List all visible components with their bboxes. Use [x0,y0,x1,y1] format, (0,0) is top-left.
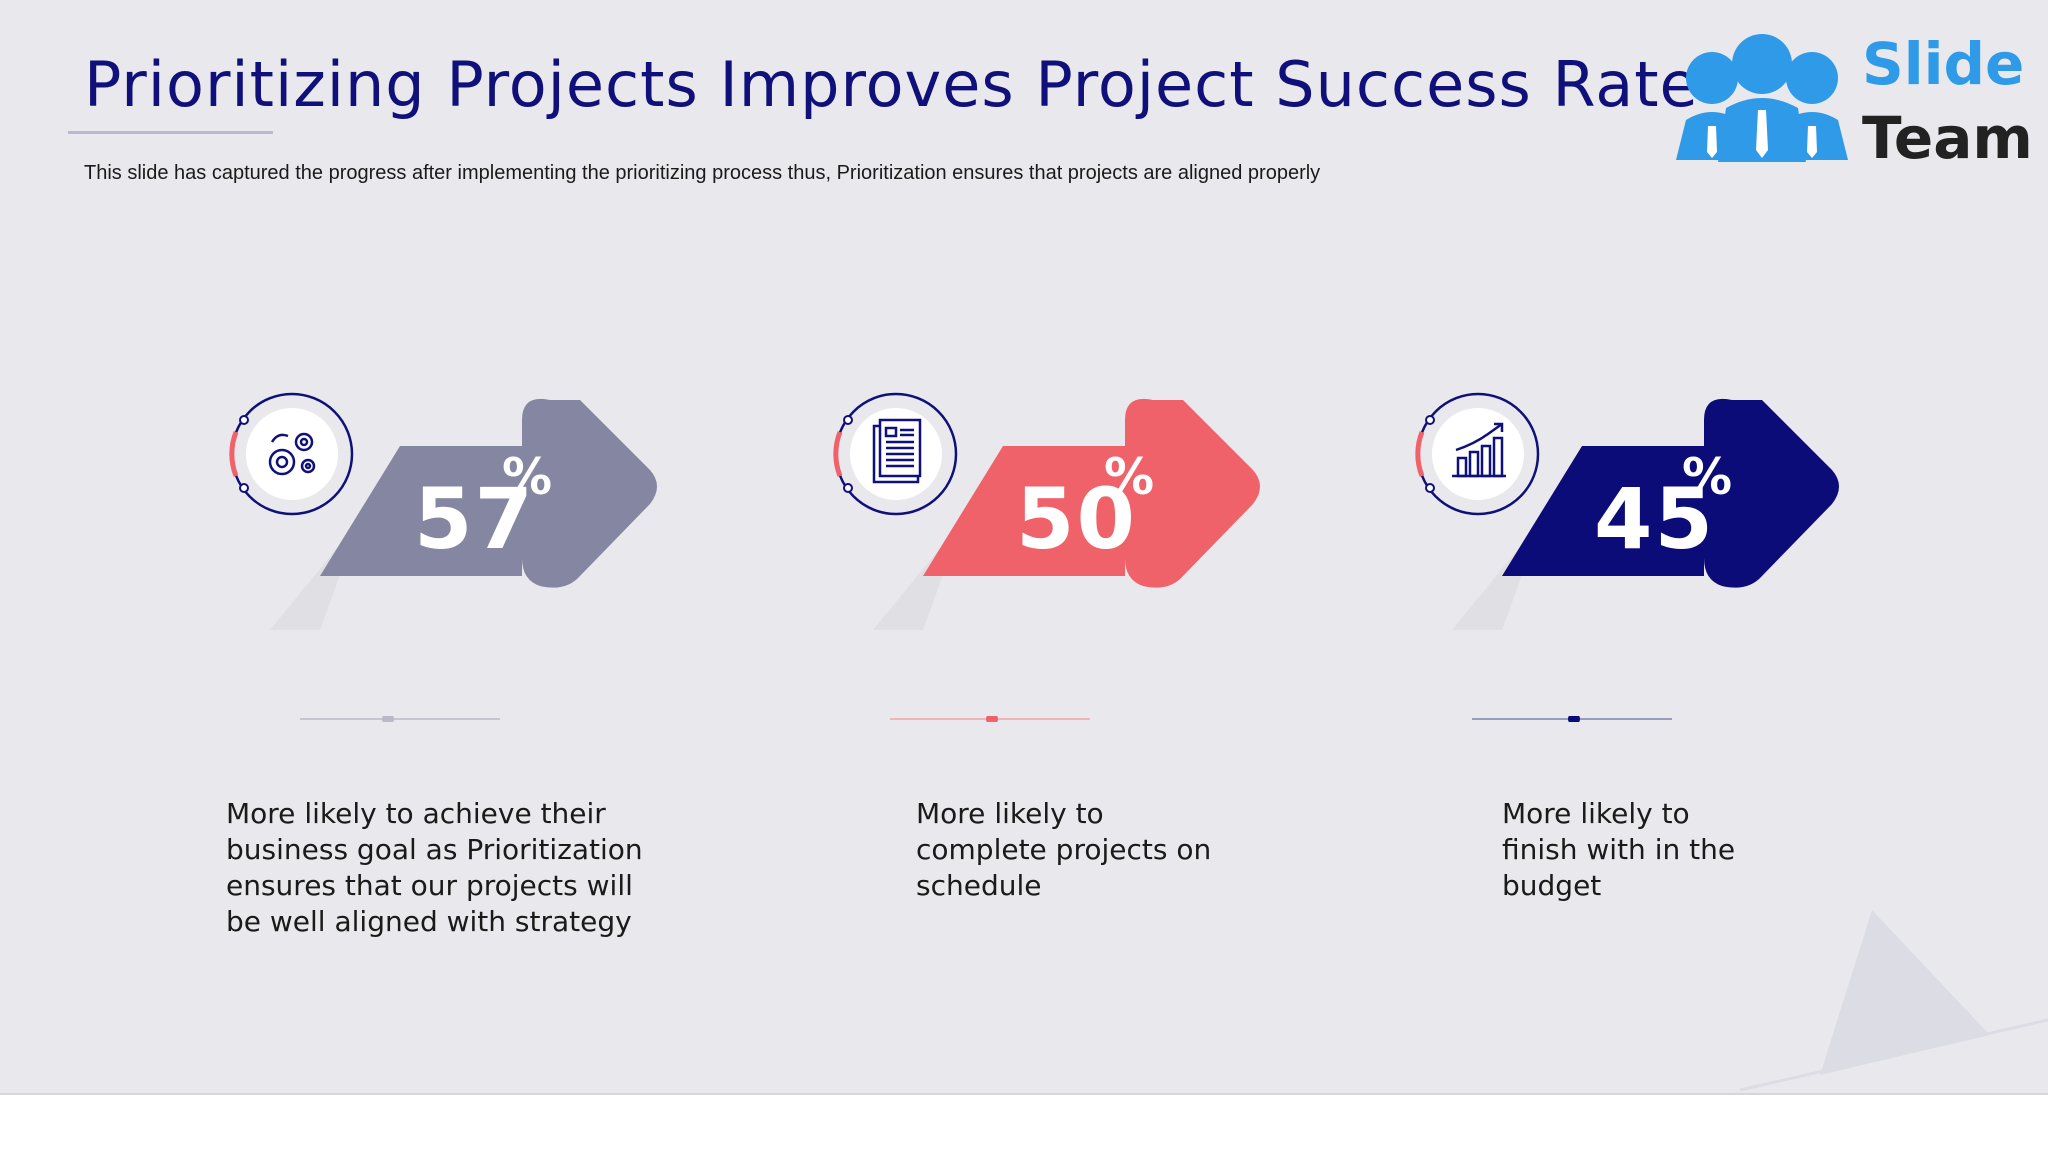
stat-value-2: 50 [1016,470,1137,568]
stat-value-1: 57 [414,470,535,568]
title-underline [68,131,273,134]
arrow-shape-coral [873,398,1260,630]
slide-bottom-border [0,1093,2048,1095]
divider-1 [300,716,500,722]
slide: Prioritizing Projects Improves Project S… [0,0,2048,1093]
icon-badge-2 [833,392,958,516]
stat-unit-2: % [1104,448,1155,506]
stat-value-3: 45 [1594,470,1715,568]
arrow-shape-navy [1452,398,1839,630]
stat-description-1: More likely to achieve their business go… [226,797,643,938]
slideteam-logo-icon [1676,34,1848,162]
icon-badge-1 [229,392,354,516]
stat-unit-3: % [1682,448,1733,506]
stat-description-2: More likely to complete projects on sche… [916,797,1212,902]
growth-chart-icon [1452,422,1506,478]
gears-icon [268,432,316,476]
divider-2 [890,716,1090,722]
logo-word-team: Team [1862,104,2033,172]
stat-unit-1: % [502,448,553,506]
stat-description-3: More likely to finish with in the budget [1502,797,1736,902]
decorative-triangles [1739,910,2048,1092]
divider-3 [1472,716,1672,722]
logo-word-slide: Slide [1862,30,2025,98]
subtitle: This slide has captured the progress aft… [84,162,1321,184]
document-icon [872,418,922,484]
icon-badge-3 [1415,392,1540,516]
page-title: Prioritizing Projects Improves Project S… [84,48,1699,121]
arrow-shape-gray [270,398,657,630]
